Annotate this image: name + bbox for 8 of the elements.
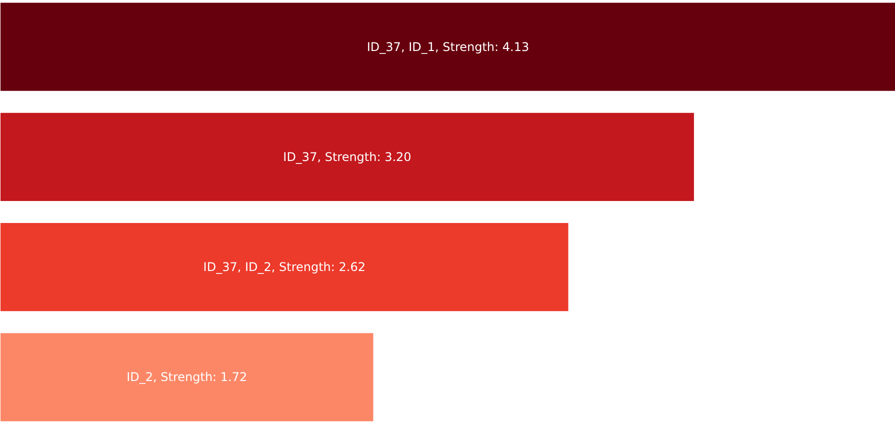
bar — [0, 223, 568, 312]
data-label: ID_2, Strength: 1.72 — [126, 370, 248, 384]
data-label: ID_37, ID_1, Strength: 4.13 — [366, 40, 530, 54]
data-label: ID_37, Strength: 3.20 — [283, 150, 412, 164]
data-label: ID_37, ID_2, Strength: 2.62 — [203, 260, 366, 274]
bar — [0, 112, 694, 201]
bar — [0, 2, 895, 91]
bar — [0, 333, 374, 422]
